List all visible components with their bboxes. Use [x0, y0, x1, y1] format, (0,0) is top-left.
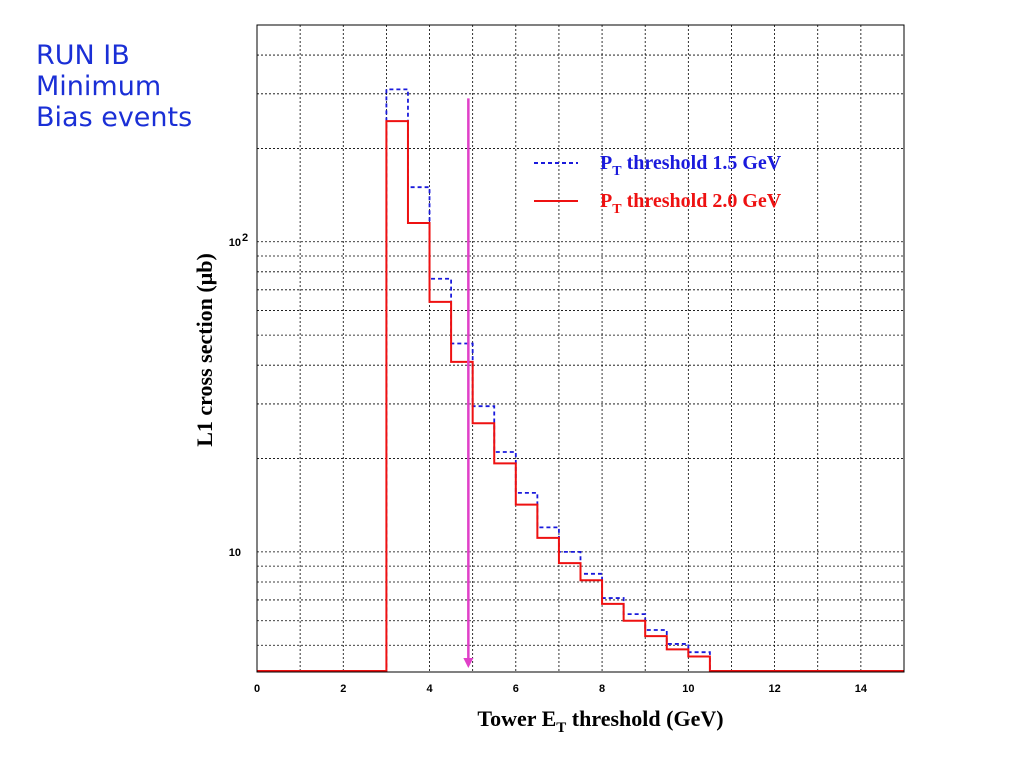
legend-label-solid-tail: threshold 2.0 GeV: [622, 190, 782, 212]
x-axis-title-main: Tower E: [477, 706, 556, 731]
y-axis-title: L1 cross section (μb): [192, 253, 217, 447]
x-tick-label: 4: [426, 683, 433, 695]
annotation-text: RUN IB Minimum Bias events: [36, 40, 192, 133]
x-axis-title-sub: T: [556, 720, 566, 736]
legend-label-solid: PT threshold 2.0 GeV: [600, 190, 782, 217]
y-tick-label: 10: [229, 237, 241, 249]
x-tick-label: 14: [855, 683, 868, 695]
annotation-line-2: Minimum: [36, 71, 162, 102]
series-layer: [257, 88, 904, 672]
y-tick-exponent: 2: [242, 232, 248, 244]
y-tick-label: 10: [229, 547, 241, 559]
series-solid-line: [257, 120, 904, 672]
legend-label-dashed-sub: T: [612, 164, 622, 179]
annotation-line-3: Bias events: [36, 102, 193, 133]
series-dashed-line: [257, 88, 904, 672]
legend-label-dashed-main: P: [600, 152, 612, 174]
x-tick-label: 2: [340, 683, 346, 695]
legend-label-solid-sub: T: [612, 202, 622, 217]
x-tick-label: 10: [682, 683, 694, 695]
arrow-layer: [463, 98, 474, 668]
legend-label-dashed-tail: threshold 1.5 GeV: [622, 152, 782, 174]
legend-label-solid-main: P: [600, 190, 612, 212]
legend-label-dashed: PT threshold 1.5 GeV: [600, 152, 782, 179]
x-tick-label: 12: [768, 683, 780, 695]
x-tick-label: 8: [599, 683, 605, 695]
legend: PT threshold 1.5 GeV PT threshold 2.0 Ge…: [534, 152, 782, 217]
x-axis-title: Tower ET threshold (GeV): [477, 706, 723, 736]
threshold-arrow-head: [463, 658, 474, 668]
x-axis-title-tail: threshold (GeV): [566, 706, 723, 731]
x-tick-label: 0: [254, 683, 260, 695]
plot-frame: [256, 24, 905, 673]
annotation-line-1: RUN IB: [36, 40, 130, 71]
x-tick-label: 6: [513, 683, 519, 695]
